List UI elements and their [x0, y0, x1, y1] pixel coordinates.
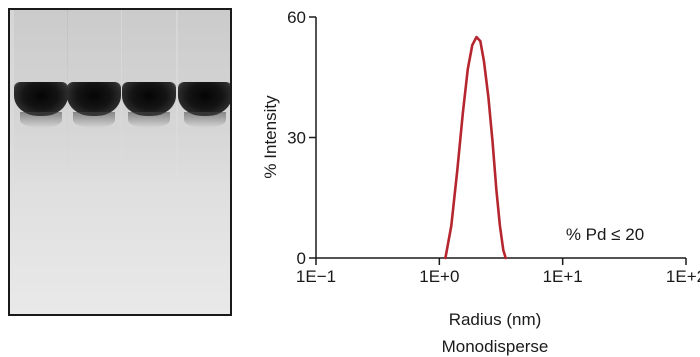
x-tick-label: 1E−1	[296, 267, 336, 286]
gel-lane	[178, 10, 230, 314]
gel-band-smear	[73, 112, 115, 128]
gel-protein-band	[122, 82, 176, 116]
y-tick-label: 60	[287, 8, 306, 27]
gel-protein-band	[67, 82, 121, 116]
chart-axes	[315, 17, 686, 259]
gel-lane	[67, 10, 121, 314]
gel-lane	[14, 10, 68, 314]
gel-band-smear	[128, 112, 170, 128]
chart-series	[444, 35, 507, 260]
sds-page-gel-image	[8, 8, 232, 316]
gel-band-smear	[184, 112, 226, 128]
x-tick-label: 1E+1	[543, 267, 583, 286]
chart-ticks: 0 30 60 1E−1 1E+0 1E+1 1E+2	[287, 8, 700, 286]
gel-band-smear	[20, 112, 62, 128]
x-tick-label: 1E+0	[419, 267, 459, 286]
dls-size-distribution-chart: 0 30 60 1E−1 1E+0 1E+1 1E+2 % Pd ≤ 20 % Intens…	[261, 8, 700, 356]
gel-protein-band	[14, 82, 68, 116]
x-tick-label: 1E+2	[666, 267, 700, 286]
gel-protein-band	[178, 82, 230, 116]
chart-annotation: % Pd ≤ 20	[566, 225, 644, 244]
x-axis-label: Radius (nm)	[449, 310, 542, 329]
chart-caption: Monodisperse	[442, 337, 549, 356]
y-axis-label: % Intensity	[261, 95, 280, 179]
series-line	[444, 35, 507, 260]
y-tick-label: 0	[297, 249, 306, 268]
y-tick-label: 30	[287, 129, 306, 148]
gel-lane	[122, 10, 176, 314]
